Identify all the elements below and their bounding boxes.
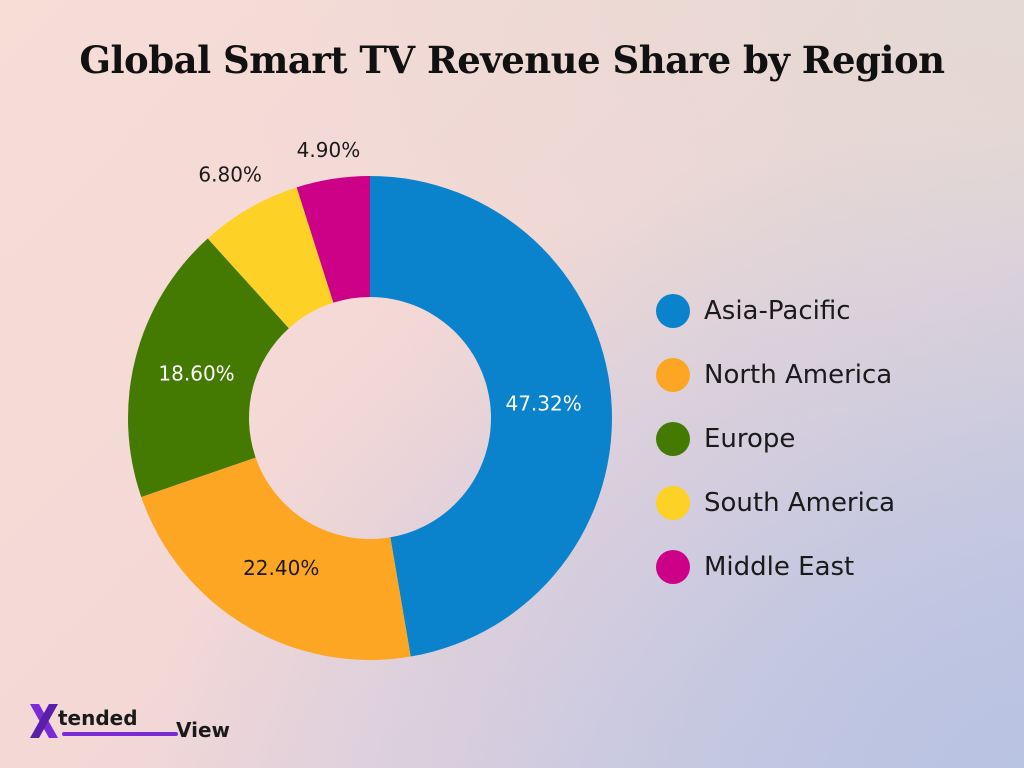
- legend-label: Asia-Pacific: [704, 296, 851, 326]
- legend-item-north-america[interactable]: North America: [656, 343, 895, 407]
- slice-asia-pacific[interactable]: [370, 176, 612, 657]
- legend-label: South America: [704, 488, 896, 518]
- legend-swatch: [656, 550, 690, 584]
- slice-label-south-america: 6.80%: [198, 163, 262, 187]
- legend-swatch: [656, 422, 690, 456]
- legend-item-asia-pacific[interactable]: Asia-Pacific: [656, 279, 895, 343]
- slice-south-america[interactable]: [207, 187, 334, 329]
- slice-label-middle-east: 4.90%: [297, 138, 361, 162]
- slice-north-america[interactable]: [141, 457, 411, 660]
- chart-title: Global Smart TV Revenue Share by Region: [79, 38, 945, 82]
- logo-word-tended: tended: [58, 706, 138, 730]
- legend-item-south-america[interactable]: South America: [656, 471, 895, 535]
- slice-middle-east[interactable]: [296, 176, 370, 303]
- legend-item-europe[interactable]: Europe: [656, 407, 895, 471]
- legend-swatch: [656, 486, 690, 520]
- logo-x-mark-icon: [30, 704, 58, 738]
- slice-label-europe: 18.60%: [158, 361, 234, 385]
- slice-europe[interactable]: [128, 238, 289, 498]
- logo-underline: [62, 732, 178, 736]
- legend-label: Europe: [704, 424, 796, 454]
- xtendedview-logo: tended View: [28, 702, 231, 742]
- slice-label-north-america: 22.40%: [243, 556, 319, 580]
- legend: Asia-Pacific North America Europe South …: [656, 279, 895, 599]
- logo-word-view: View: [176, 718, 231, 742]
- legend-swatch: [656, 358, 690, 392]
- legend-label: North America: [704, 360, 893, 390]
- legend-swatch: [656, 294, 690, 328]
- slices-group: [128, 176, 612, 660]
- legend-label: Middle East: [704, 552, 855, 582]
- legend-item-middle-east[interactable]: Middle East: [656, 535, 895, 599]
- slice-label-asia-pacific: 47.32%: [505, 391, 581, 415]
- slice-labels-group: 47.32% 22.40% 18.60% 6.80% 4.90%: [158, 138, 581, 580]
